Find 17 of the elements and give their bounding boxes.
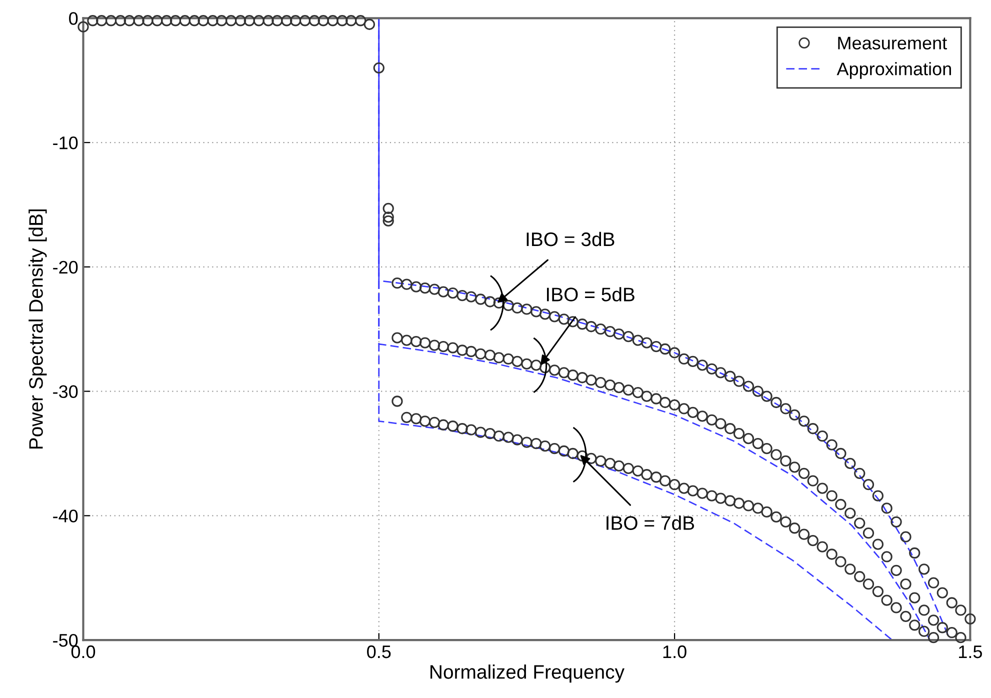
x-tick-label: 1.0 [663, 645, 686, 658]
y-tick-label: -10 [53, 136, 78, 150]
legend-label: Measurement [838, 36, 947, 50]
legend-label: Approximation [836, 62, 951, 79]
x-tick-label: 0.0 [71, 645, 96, 658]
x-tick-label: 1.5 [959, 646, 982, 658]
y-tick-label: -40 [53, 510, 78, 522]
x-axis-title: Normalized Frequency [430, 664, 624, 683]
x-tick-label: 0.5 [367, 645, 391, 658]
y-tick-label: -30 [53, 385, 78, 398]
y-tick-label: 0 [69, 12, 78, 25]
annotation: IBO = 7dB [606, 516, 694, 530]
annotation: IBO = 3dB [526, 232, 614, 246]
y-tick-label: -50 [53, 634, 78, 647]
y-axis-title: Power Spectral Density [dB] [28, 209, 47, 449]
annotation: IBO = 5dB [546, 287, 634, 302]
y-tick-label: -20 [53, 260, 78, 274]
